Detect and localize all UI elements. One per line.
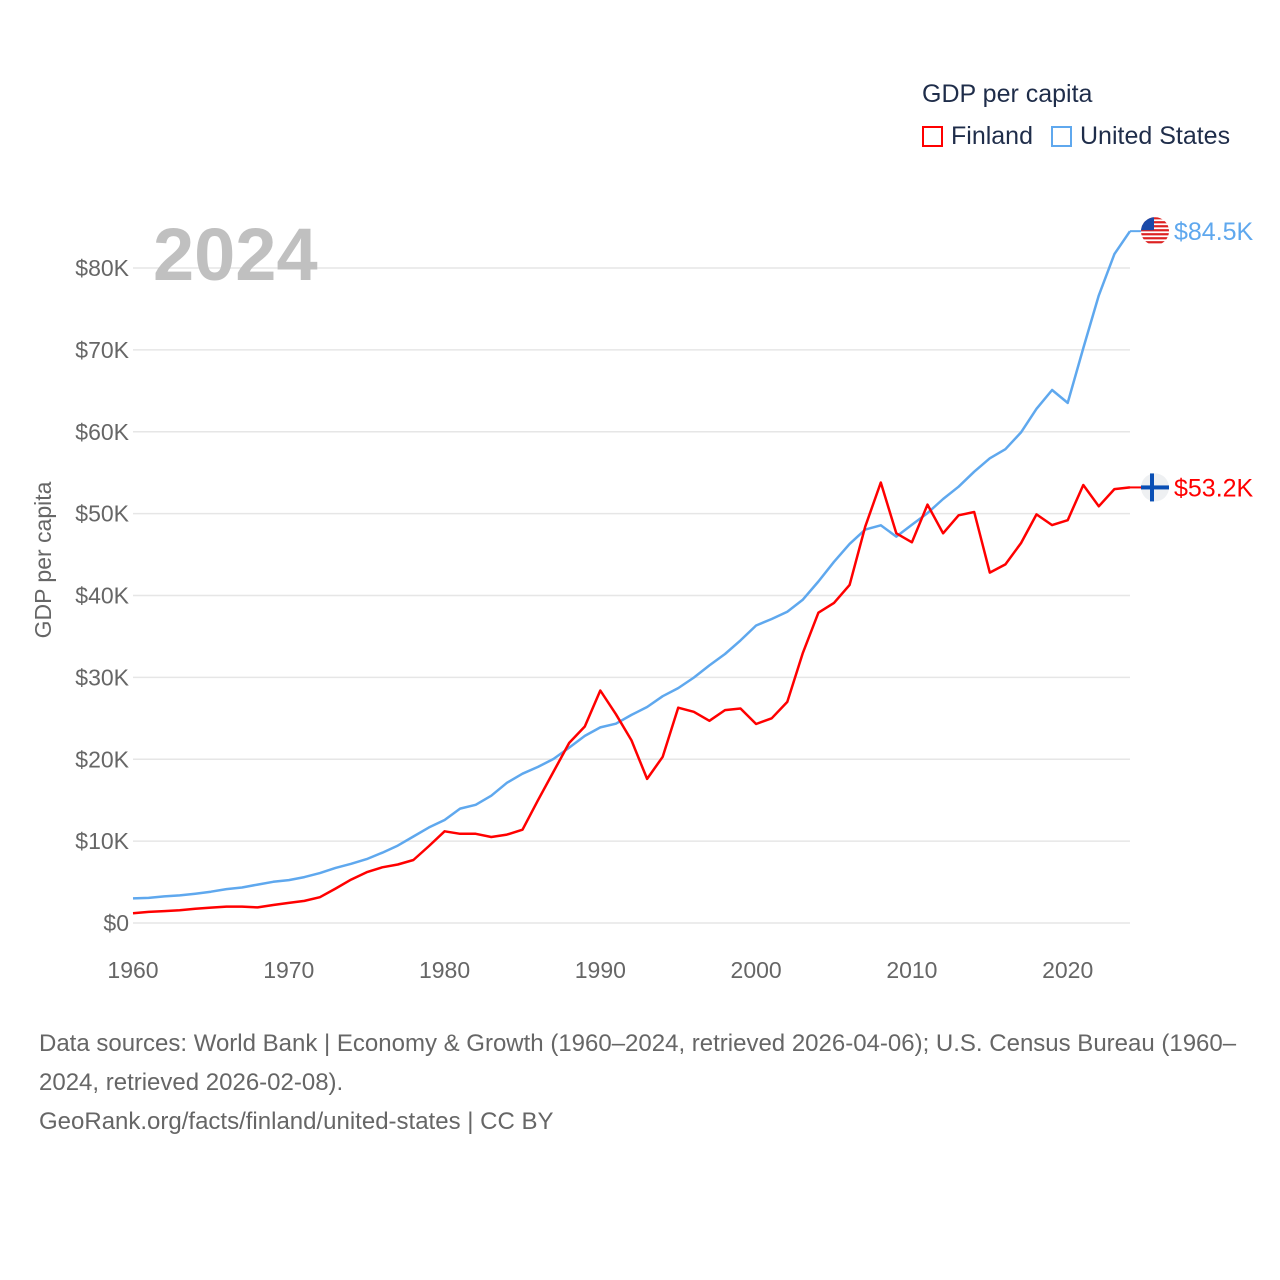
credit-link[interactable]: GeoRank.org/facts/finland/united-states …	[39, 1108, 554, 1135]
us-flag-shapes	[1141, 217, 1169, 246]
data-sources: Data sources: World Bank | Economy & Gro…	[39, 1030, 1237, 1096]
footer: Data sources: World Bank | Economy & Gro…	[39, 1024, 1239, 1141]
legend-item-united-states[interactable]: United States	[1051, 122, 1230, 151]
legend-title: GDP per capita	[922, 80, 1093, 108]
us-flag-icon	[1141, 217, 1169, 246]
y-tick-label: $50K	[75, 501, 129, 527]
finland-flag-icon	[1141, 473, 1169, 502]
y-tick-label: $40K	[75, 583, 129, 609]
flag-stripe	[1141, 233, 1169, 236]
x-tick-label: 2000	[731, 957, 782, 983]
finland-swatch	[922, 126, 943, 147]
flag-stripe	[1141, 237, 1169, 240]
flag-canton	[1141, 217, 1154, 231]
flag-stripe	[1141, 225, 1169, 228]
x-ticks: 1960 1970 1980 1990 2000 2010 2020	[107, 957, 1093, 983]
legend: Finland United States	[922, 122, 1248, 151]
end-value-label: $53.2K	[1174, 474, 1254, 502]
flag-stripe	[1141, 221, 1169, 224]
y-tick-label: $70K	[75, 337, 129, 363]
x-tick-label: 1980	[419, 957, 470, 983]
flag-cross-v	[1150, 473, 1154, 502]
x-tick-label: 2010	[886, 957, 937, 983]
x-tick-label: 1970	[263, 957, 314, 983]
y-tick-label: $10K	[75, 828, 129, 854]
y-tick-label: $0	[103, 910, 129, 936]
x-tick-label: 1990	[575, 957, 626, 983]
legend-item-finland[interactable]: Finland	[922, 122, 1033, 151]
y-tick-label: $80K	[75, 255, 129, 281]
x-tick-label: 2020	[1042, 957, 1093, 983]
legend-label: United States	[1080, 122, 1231, 150]
legend-label: Finland	[951, 122, 1033, 150]
y-axis-label: GDP per capita	[30, 481, 56, 638]
y-tick-label: $60K	[75, 419, 129, 445]
flag-stripe	[1141, 241, 1169, 244]
end-labels: $84.5K $53.2K	[1130, 217, 1254, 502]
y-ticks: $0 $10K $20K $30K $40K $50K $60K $70K $80K	[75, 255, 129, 936]
series-lines	[132, 230, 1132, 915]
end-value-label: $84.5K	[1174, 218, 1254, 246]
united-states-line	[132, 230, 1132, 900]
y-tick-label: $30K	[75, 664, 129, 690]
year-label: 2024	[153, 213, 318, 296]
y-tick-label: $20K	[75, 746, 129, 772]
flag-stripe	[1141, 217, 1169, 220]
grid	[133, 267, 1130, 924]
united-states-swatch	[1051, 126, 1072, 147]
x-tick-label: 1960	[107, 957, 158, 983]
finland-line	[132, 481, 1131, 915]
flag-cross-h	[1141, 485, 1169, 490]
flag-stripe	[1141, 229, 1169, 232]
